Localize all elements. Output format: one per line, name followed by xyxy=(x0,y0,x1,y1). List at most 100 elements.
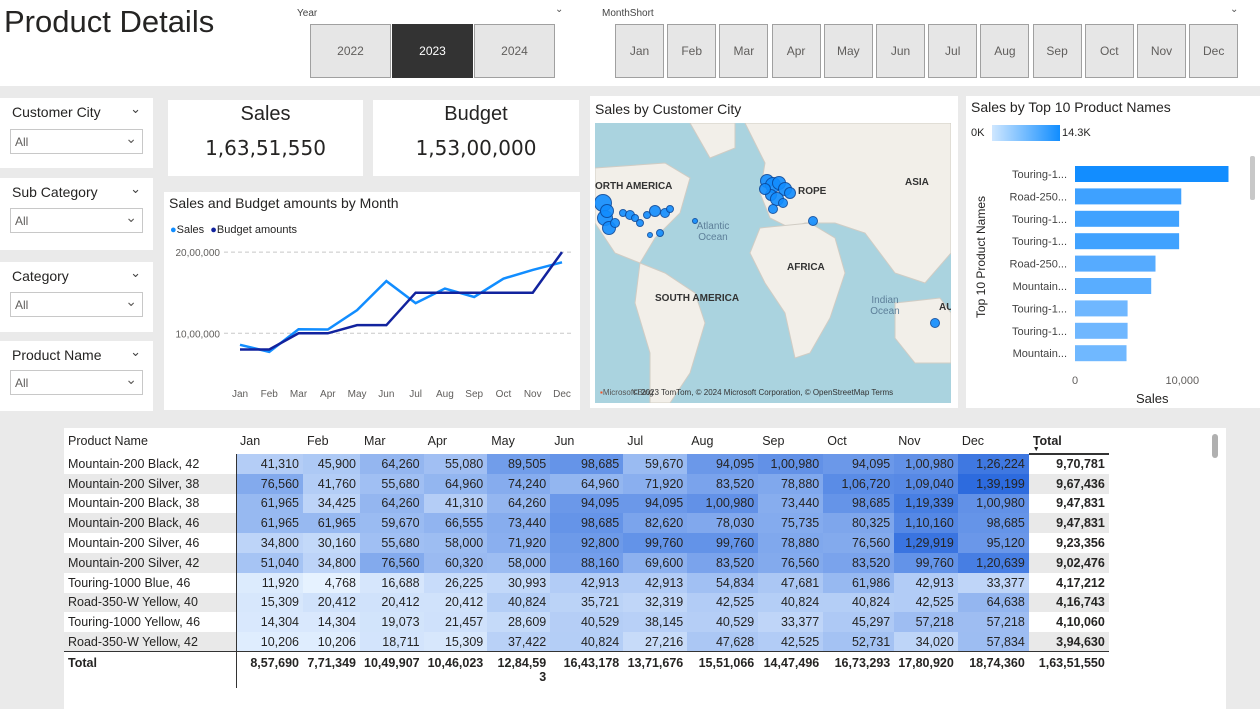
bar-scrollbar[interactable] xyxy=(1250,156,1255,200)
bar[interactable] xyxy=(1075,188,1182,205)
column-header-oct[interactable]: Oct xyxy=(827,434,847,448)
table-row[interactable]: Touring-1000 Yellow, 46 14,304 14,304 19,07… xyxy=(64,612,1109,633)
map-bubble[interactable] xyxy=(768,204,778,214)
column-header-dec[interactable]: Dec xyxy=(961,434,985,448)
column-header-jun[interactable]: Jun xyxy=(554,434,575,448)
month-tile-sep[interactable]: Sep xyxy=(1032,24,1082,78)
kpi-value: 1,53,00,000 xyxy=(415,136,537,160)
map-bubble[interactable] xyxy=(784,187,796,199)
month-tile-may[interactable]: May xyxy=(823,24,873,78)
column-header-sep[interactable]: Sep xyxy=(762,434,785,448)
column-header-apr[interactable]: Apr xyxy=(427,434,448,448)
month-tile-mar[interactable]: Mar xyxy=(719,24,769,78)
month-tile-oct[interactable]: Oct xyxy=(1084,24,1134,78)
series-line-budget-amounts[interactable] xyxy=(240,251,564,351)
table-cell: 94,095 xyxy=(823,454,895,474)
bar[interactable] xyxy=(1075,300,1128,317)
column-header-aug[interactable]: Aug xyxy=(691,434,714,448)
bar[interactable] xyxy=(1075,210,1180,227)
column-header-jul[interactable]: Jul xyxy=(627,434,644,448)
map-bubble[interactable] xyxy=(778,198,788,208)
table-cell: 21,457 xyxy=(423,612,488,633)
table-cell: 1,00,980 xyxy=(687,493,759,514)
bar[interactable] xyxy=(1075,233,1180,250)
bar[interactable] xyxy=(1075,166,1229,182)
column-header-may[interactable]: May xyxy=(491,434,515,448)
chevron-down-icon[interactable]: ⌄ xyxy=(130,345,141,360)
table-scrollbar[interactable] xyxy=(1212,434,1218,458)
map-bubble[interactable] xyxy=(647,232,653,238)
month-tile-apr[interactable]: Apr xyxy=(771,24,821,78)
chevron-down-icon[interactable]: ⌄ xyxy=(130,266,141,281)
map-attribution[interactable]: © 2023 TomTom, © 2024 Microsoft Corporat… xyxy=(633,388,894,397)
year-tile-2024[interactable]: 2024 xyxy=(474,24,555,78)
filter-card-category: Category ⌄ All ⌄ xyxy=(0,262,153,332)
column-header-total[interactable]: Total ▼ xyxy=(1028,428,1109,455)
column-header-jan[interactable]: Jan xyxy=(240,434,261,448)
month-tile-jun[interactable]: Jun xyxy=(876,24,925,78)
customer-city-dropdown[interactable]: All ⌄ xyxy=(10,129,143,154)
matrix-table: Product Name Jan Feb Mar Apr May Jun Jul Aug Sep O… xyxy=(64,428,1109,688)
map-bubble[interactable] xyxy=(660,208,670,218)
dropdown-value: All xyxy=(15,376,29,390)
x-tick-label: Dec xyxy=(553,389,571,400)
dropdown-value: All xyxy=(15,214,29,228)
table-row[interactable]: Touring-1000 Blue, 46 11,920 4,768 16,688 26… xyxy=(64,572,1109,593)
kpi-value: 1,63,51,550 xyxy=(205,136,326,160)
month-tile-jan[interactable]: Jan xyxy=(615,24,664,78)
table-cell: 98,685 xyxy=(957,513,1029,534)
map-bubble[interactable] xyxy=(636,219,644,227)
table-row[interactable]: Mountain-200 Silver, 46 34,800 30,160 55,68… xyxy=(64,533,1109,553)
column-header-product-name[interactable]: Product Name xyxy=(68,434,148,448)
sub-category-dropdown[interactable]: All ⌄ xyxy=(10,208,143,233)
map-bubble[interactable] xyxy=(930,318,940,328)
table-cell: 60,320 xyxy=(423,552,488,573)
table-row[interactable]: Mountain-200 Black, 38 61,965 34,425 64,260… xyxy=(64,493,1109,514)
chevron-down-icon[interactable]: ⌄ xyxy=(130,102,141,117)
month-tile-dec[interactable]: Dec xyxy=(1189,24,1239,78)
month-tile-nov[interactable]: Nov xyxy=(1137,24,1186,78)
map-bubble[interactable] xyxy=(631,214,639,222)
row-product-name: Road-350-W Yellow, 42 xyxy=(64,632,237,652)
series-line-sales[interactable] xyxy=(239,261,563,354)
map-bubble[interactable] xyxy=(666,205,674,213)
chart-title: Sales and Budget amounts by Month xyxy=(169,195,399,211)
table-row[interactable]: Mountain-200 Silver, 38 76,560 41,760 55,68… xyxy=(64,473,1109,494)
table-cell: 34,020 xyxy=(894,632,958,652)
map-bubble[interactable] xyxy=(759,183,771,195)
table-cell: 28,609 xyxy=(487,612,551,633)
table-cell: 35,721 xyxy=(550,592,624,613)
header-bar: Product Details Year ⌄ 2022 2023 2024 Mo… xyxy=(0,0,1260,86)
map-bubble[interactable] xyxy=(808,216,818,226)
table-row[interactable]: Road-350-W Yellow, 42 10,206 10,206 18,711 1… xyxy=(64,632,1109,652)
map-bubble[interactable] xyxy=(656,229,664,237)
column-header-mar[interactable]: Mar xyxy=(364,434,386,448)
bar[interactable] xyxy=(1075,255,1156,272)
map-bubble[interactable] xyxy=(692,218,698,224)
map-bubble[interactable] xyxy=(610,218,620,228)
category-dropdown[interactable]: All ⌄ xyxy=(10,292,143,317)
product-name-dropdown[interactable]: All ⌄ xyxy=(10,370,143,395)
chevron-down-icon[interactable]: ⌄ xyxy=(555,4,564,15)
bar[interactable] xyxy=(1075,278,1152,294)
table-row[interactable]: Mountain-200 Silver, 42 51,040 34,800 76,56… xyxy=(64,552,1109,573)
bar[interactable] xyxy=(1075,345,1127,362)
table-cell: 20,412 xyxy=(303,592,360,613)
total-cell: 15,51,066 xyxy=(687,651,759,688)
table-row[interactable]: Mountain-200 Black, 46 61,965 61,965 59,670… xyxy=(64,513,1109,534)
table-row[interactable]: Mountain-200 Black, 42 41,310 45,900 64,260… xyxy=(64,454,1109,474)
month-tile-jul[interactable]: Jul xyxy=(928,24,978,78)
column-header-feb[interactable]: Feb xyxy=(307,434,329,448)
month-tile-feb[interactable]: Feb xyxy=(667,24,717,78)
year-tile-2023[interactable]: 2023 xyxy=(392,24,473,78)
table-row[interactable]: Road-350-W Yellow, 40 15,309 20,412 20,412 2… xyxy=(64,592,1109,613)
chevron-down-icon[interactable]: ⌄ xyxy=(130,182,141,197)
map-canvas[interactable]: ORTH AMERICA ROPE ASIA AFRICA SOUTH AMER… xyxy=(595,123,951,403)
map-bubble[interactable] xyxy=(600,204,614,218)
bar[interactable] xyxy=(1075,322,1128,339)
year-tile-2022[interactable]: 2022 xyxy=(310,24,391,78)
month-tile-aug[interactable]: Aug xyxy=(980,24,1030,78)
chevron-down-icon[interactable]: ⌄ xyxy=(1230,4,1239,15)
table-cell: 42,913 xyxy=(894,572,958,593)
column-header-nov[interactable]: Nov xyxy=(898,434,921,448)
